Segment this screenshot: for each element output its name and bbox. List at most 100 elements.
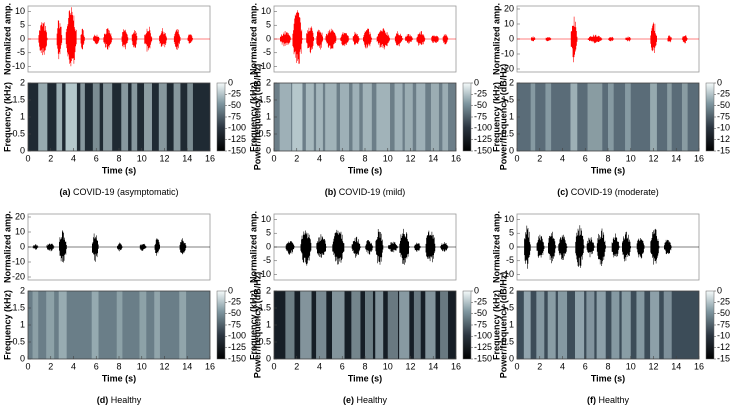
x-axis-label: Time (s): [591, 373, 625, 383]
spectrogram-band: [352, 83, 360, 151]
y-axis-label: Normalized amp.: [2, 211, 12, 283]
burst: [306, 26, 314, 54]
spectrogram-band: [339, 83, 350, 151]
spectrogram-band: [179, 291, 187, 359]
spectrogram-band: [545, 83, 552, 151]
spectrogram-band: [636, 291, 645, 359]
y-tick-label: 2: [266, 77, 271, 87]
y-tick-label: 10: [504, 18, 514, 28]
colorbar-tick-label: -125: [717, 342, 730, 352]
x-tick-label: 6: [94, 153, 99, 163]
x-tick-label: 16: [694, 361, 704, 371]
x-tick-label: 2: [294, 361, 299, 371]
burst: [625, 36, 631, 42]
y-axis-label: Normalized amp.: [248, 211, 258, 283]
x-tick-label: 4: [560, 153, 565, 163]
colorbar: [462, 290, 472, 360]
spectrogram-band: [413, 291, 421, 359]
y-tick-label: 1: [20, 319, 25, 329]
colorbar-tick-label: -25: [228, 89, 241, 99]
spectrogram-band: [56, 83, 63, 151]
spectrogram-band: [416, 83, 426, 151]
x-tick-label: 16: [694, 153, 704, 163]
burst: [121, 29, 129, 50]
colorbar-tick-label: -100: [474, 331, 492, 341]
y-axis-label: Frequency (kHz): [248, 290, 258, 360]
colorbar-tick-label: -150: [228, 353, 246, 363]
y-tick-label: -10: [12, 256, 25, 266]
spectrogram-band: [440, 291, 449, 359]
burst: [586, 237, 595, 258]
colorbar-tick-label: 0: [474, 77, 479, 87]
colorbar-tick-label: -50: [228, 100, 241, 110]
colorbar-tick-label: 0: [474, 285, 479, 295]
spectrogram-band: [530, 83, 536, 151]
burst: [524, 225, 531, 269]
spectrogram-band: [587, 83, 603, 151]
y-axis-label: Frequency (kHz): [491, 82, 501, 152]
x-tick-label: 8: [362, 361, 367, 371]
x-tick-label: 14: [182, 153, 192, 163]
spectrogram-band: [116, 291, 123, 359]
y-tick-label: 0: [266, 241, 271, 251]
y-tick-label: 10: [15, 226, 25, 236]
y-tick-label: 0.5: [258, 336, 271, 346]
burst: [636, 238, 645, 259]
x-tick-label: 8: [605, 153, 610, 163]
spectrogram-band: [596, 291, 606, 359]
burst: [365, 240, 374, 255]
y-tick-label: -10: [12, 61, 25, 71]
spectrogram-band: [536, 291, 545, 359]
y-tick-label: 1: [509, 319, 514, 329]
x-tick-label: 8: [362, 153, 367, 163]
colorbar-tick-label: 0: [717, 285, 722, 295]
spectrogram-band: [399, 291, 410, 359]
y-tick-label: 0: [20, 353, 25, 363]
colorbar-tick-label: -125: [474, 134, 492, 144]
y-axis-label: Normalized amp.: [491, 3, 501, 75]
x-tick-label: 2: [537, 153, 542, 163]
burst: [388, 241, 399, 253]
spectrogram-band: [103, 83, 113, 151]
colorbar: [705, 82, 715, 152]
colorbar-label: Power/frequency (dB/Hz): [498, 64, 508, 171]
caption-label: (e): [343, 395, 354, 405]
x-tick-label: 4: [560, 361, 565, 371]
y-tick-label: 0: [20, 241, 25, 251]
burst: [431, 35, 440, 43]
spectrogram-band: [292, 83, 303, 151]
x-tick-label: 8: [116, 153, 121, 163]
spectrogram-band: [139, 291, 147, 359]
burst: [545, 37, 552, 42]
x-tick-label: 0: [514, 153, 519, 163]
burst: [442, 34, 449, 45]
y-tick-label: 5: [266, 20, 271, 30]
x-tick-label: 16: [451, 153, 461, 163]
colorbar-tick-label: -100: [228, 123, 246, 133]
colorbar-tick-label: -100: [474, 123, 492, 133]
y-tick-label: 0: [509, 145, 514, 155]
colorbar-tick-label: -50: [717, 100, 730, 110]
burst: [622, 231, 631, 262]
colorbar-tick-label: -75: [474, 319, 487, 329]
y-tick-label: 5: [20, 20, 25, 30]
x-tick-label: 10: [383, 153, 393, 163]
x-tick-label: 12: [405, 153, 415, 163]
y-tick-label: -20: [12, 271, 25, 281]
colorbar-tick-label: -100: [228, 331, 246, 341]
caption-label: (d): [97, 395, 109, 405]
colorbar-tick-label: -125: [228, 134, 246, 144]
x-tick-label: 8: [605, 361, 610, 371]
y-tick-label: 1: [509, 111, 514, 121]
caption: (e) Healthy: [343, 395, 388, 405]
y-tick-label: 1.5: [501, 94, 514, 104]
spectrogram-band: [650, 83, 657, 151]
y-tick-label: 20: [504, 3, 514, 13]
spectrogram-band: [91, 291, 99, 359]
colorbar-tick-label: -125: [474, 342, 492, 352]
burst: [536, 234, 545, 258]
y-tick-label: 0: [20, 145, 25, 155]
caption: (d) Healthy: [97, 395, 142, 405]
burst: [440, 242, 449, 252]
